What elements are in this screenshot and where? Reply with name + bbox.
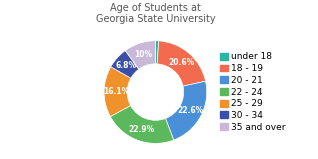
Text: 20.6%: 20.6%	[168, 58, 194, 67]
Wedge shape	[111, 51, 139, 78]
Text: 22.9%: 22.9%	[128, 125, 155, 134]
Title: Age of Students at
Georgia State University: Age of Students at Georgia State Univers…	[96, 3, 215, 24]
Text: 10%: 10%	[134, 50, 152, 59]
Text: 6.8%: 6.8%	[115, 61, 136, 70]
Legend: under 18, 18 - 19, 20 - 21, 22 - 24, 25 - 29, 30 - 34, 35 and over: under 18, 18 - 19, 20 - 21, 22 - 24, 25 …	[218, 50, 288, 134]
Wedge shape	[156, 41, 159, 64]
Text: 16.1%: 16.1%	[103, 87, 129, 96]
Wedge shape	[110, 106, 174, 143]
Wedge shape	[157, 41, 205, 86]
Text: 22.6%: 22.6%	[177, 106, 203, 115]
Wedge shape	[104, 67, 131, 117]
Wedge shape	[125, 41, 156, 69]
Wedge shape	[165, 81, 207, 140]
